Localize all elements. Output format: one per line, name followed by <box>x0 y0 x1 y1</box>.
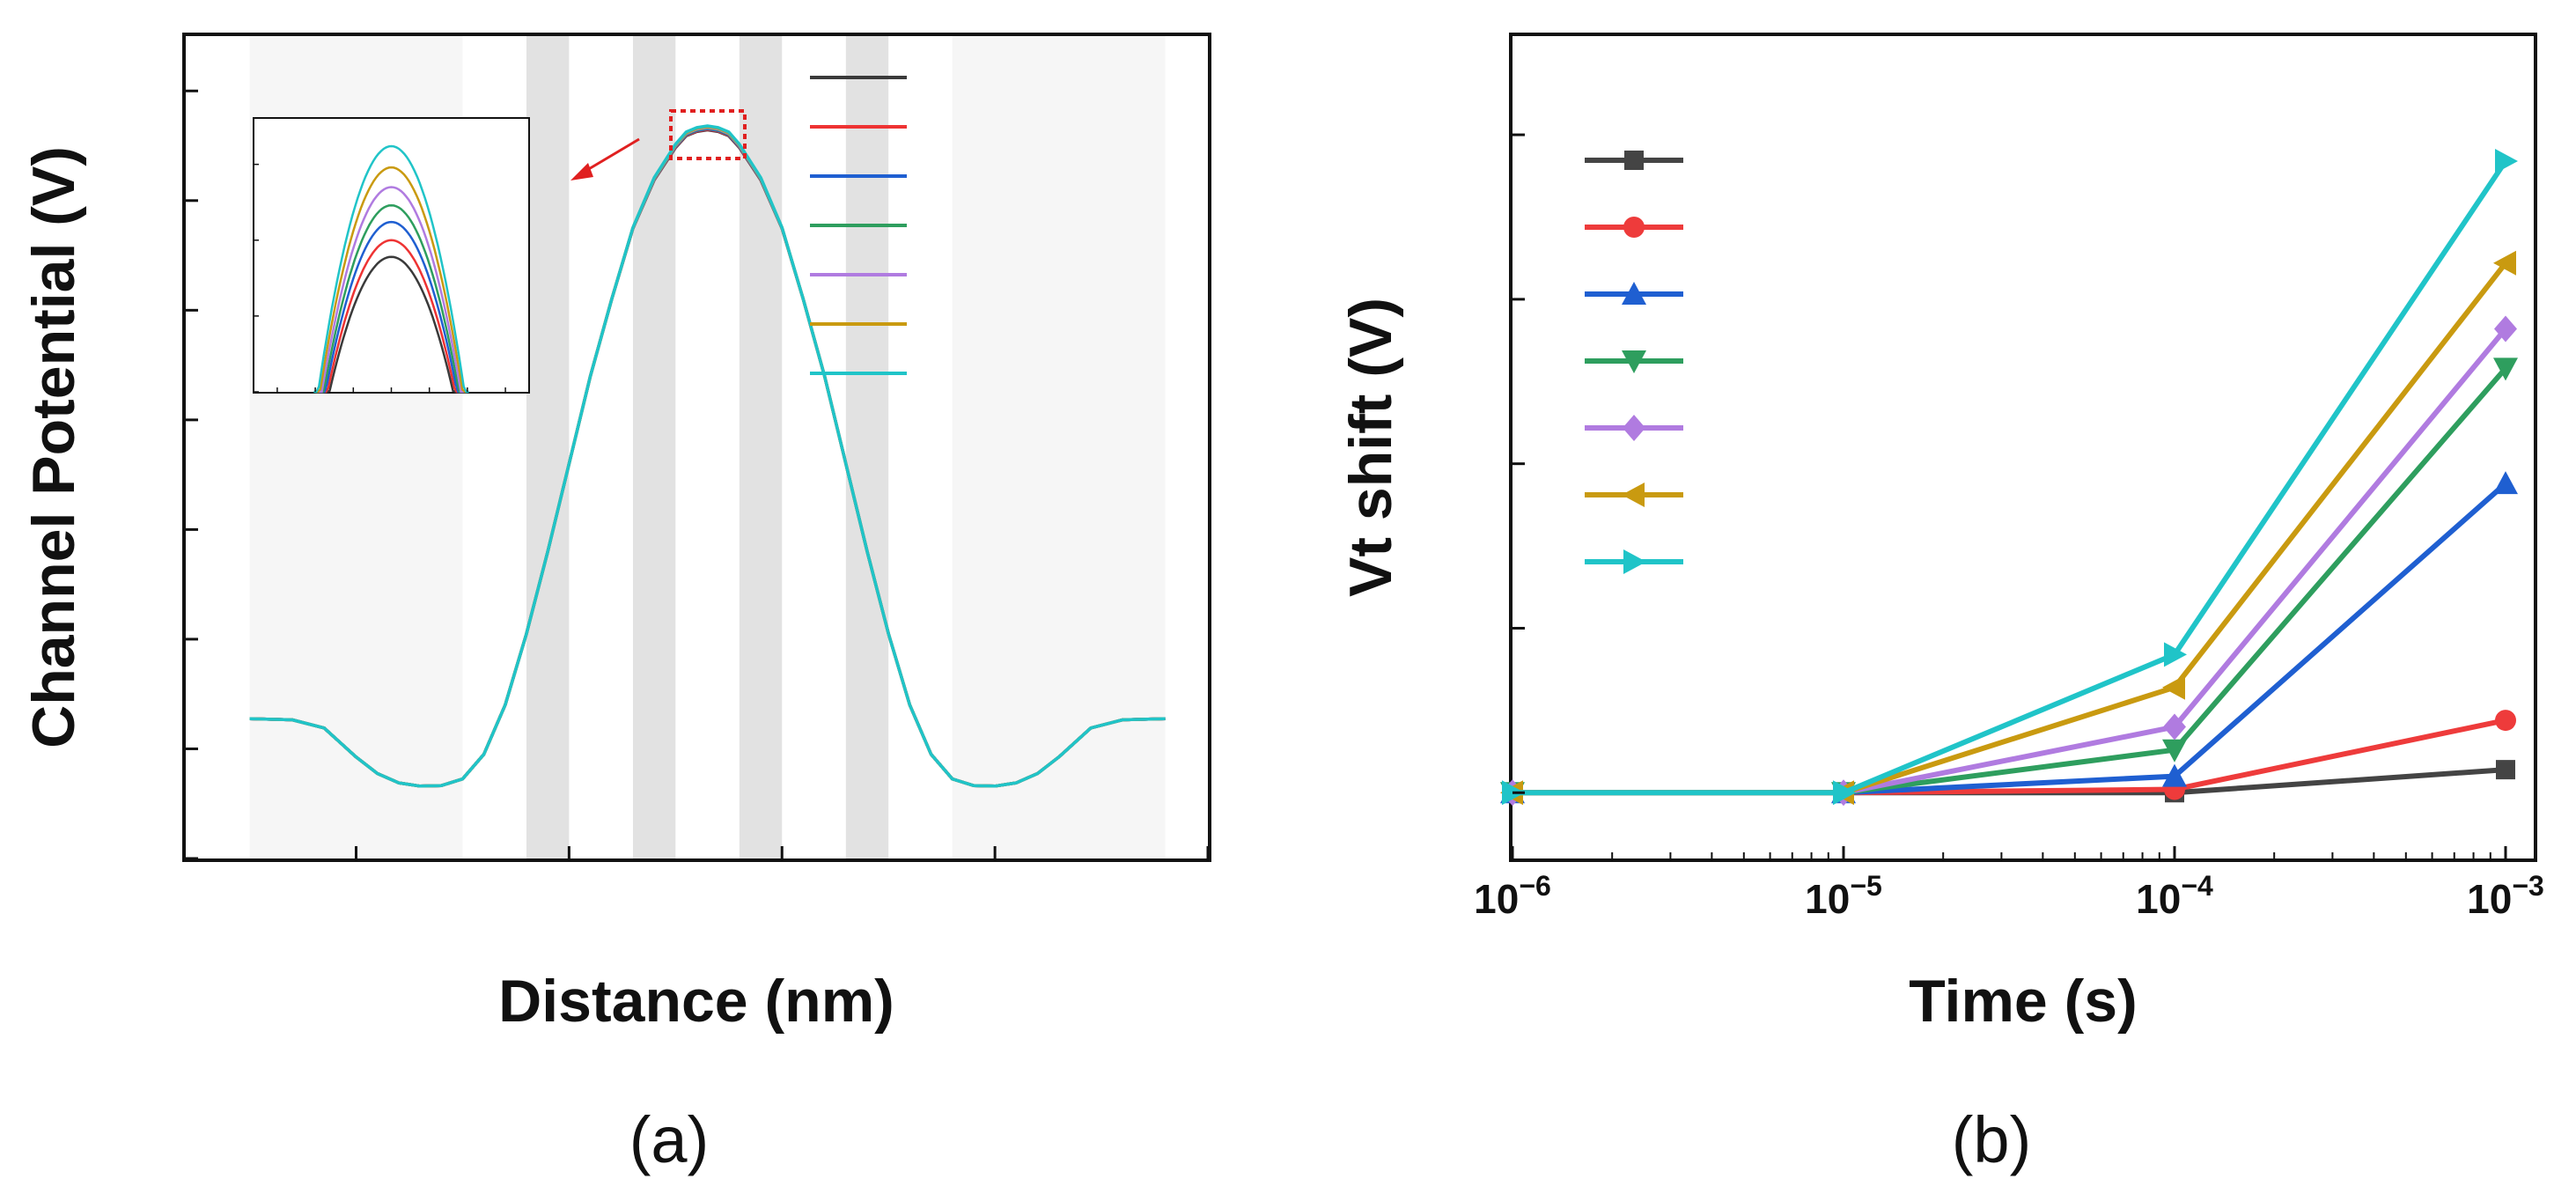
zoom-highlight-box <box>669 109 747 160</box>
panel-b-chart: 10−6 10−5 10−4 10−3 Time (s) Vt shift (V) (… <box>1337 33 2544 1176</box>
data-point <box>2495 148 2518 173</box>
inset-series-line <box>313 144 469 394</box>
data-point <box>2162 763 2187 787</box>
inset-curves <box>313 144 469 394</box>
vt-series-line <box>1512 366 2508 796</box>
shaded-band <box>526 36 570 858</box>
panel-a-letter: (a) <box>629 1103 709 1176</box>
potential-series-line <box>249 124 1166 788</box>
data-point <box>1622 282 1646 305</box>
data-point <box>2494 315 2517 343</box>
shaded-band <box>632 36 676 858</box>
shaded-band <box>952 36 1166 858</box>
x-tick-mantissa: 10 <box>1474 876 1519 922</box>
potential-curves <box>249 124 1166 788</box>
zoom-arrowhead <box>570 163 593 181</box>
data-point <box>2495 710 2516 732</box>
inset-series-line <box>321 239 461 394</box>
panel-b-plot-frame <box>1509 33 2537 862</box>
data-point <box>2162 739 2187 763</box>
data-point <box>2164 642 2187 667</box>
inset-series-line <box>320 220 463 394</box>
shaded-band <box>739 36 783 858</box>
panel-a-ticks <box>186 89 1210 860</box>
data-point <box>2493 471 2518 495</box>
inset-series-line <box>322 255 460 394</box>
panel-a-y-axis-label: Channel Potential (V) <box>20 146 87 748</box>
shaded-band <box>845 36 889 858</box>
vt-series-line <box>1512 159 2508 796</box>
panel-b-y-axis-label: Vt shift (V) <box>1337 298 1404 597</box>
x-tick-exponent: −3 <box>2512 870 2543 902</box>
vt-series-line <box>1512 481 2507 796</box>
zoom-arrow <box>582 137 640 174</box>
x-tick-label: 10−4 <box>2136 870 2213 922</box>
inset-frame <box>253 117 530 394</box>
x-tick-label: 10−3 <box>2467 870 2544 922</box>
x-tick-exponent: −5 <box>1850 870 1881 902</box>
data-point <box>1833 780 1856 806</box>
inset-series-line <box>316 186 467 394</box>
data-point <box>1623 217 1645 238</box>
x-tick-exponent: −6 <box>1519 870 1550 902</box>
x-tick-label: 10−6 <box>1474 870 1551 922</box>
x-tick-exponent: −4 <box>2181 870 2213 902</box>
panel-b-legend <box>1585 151 1683 574</box>
data-point <box>2493 357 2518 381</box>
data-point <box>1623 549 1646 574</box>
data-point <box>1623 415 1645 441</box>
panel-b-letter: (b) <box>1952 1103 2031 1176</box>
panel-a-plot-frame <box>182 33 1211 862</box>
panel-a-legend <box>810 76 907 375</box>
x-tick-label: 10−5 <box>1805 870 1882 922</box>
x-tick-mantissa: 10 <box>1805 876 1850 922</box>
data-point <box>2496 760 2515 780</box>
panel-b-ticks: 10−6 10−5 10−4 10−3 <box>1474 133 2544 922</box>
inset-series-line <box>315 166 467 394</box>
vt-shift-series <box>1500 148 2518 807</box>
data-point <box>2493 250 2516 276</box>
panel-a-chart: Distance (nm) Channel Potential (V) (a) <box>20 33 1211 1176</box>
inset-ticks <box>254 163 506 393</box>
data-point <box>2163 713 2186 740</box>
panel-a-x-axis-label: Distance (nm) <box>498 968 894 1035</box>
data-point <box>1624 151 1644 170</box>
inset-series-line <box>318 203 465 394</box>
vt-series-line <box>1512 261 2508 796</box>
panel-b-x-axis-label: Time (s) <box>1909 968 2137 1035</box>
inset-zoom-plot <box>253 117 530 394</box>
data-point <box>2162 674 2185 700</box>
data-point <box>1622 483 1645 507</box>
x-tick-mantissa: 10 <box>2467 876 2512 922</box>
data-point <box>1622 350 1646 373</box>
x-tick-mantissa: 10 <box>2136 876 2181 922</box>
